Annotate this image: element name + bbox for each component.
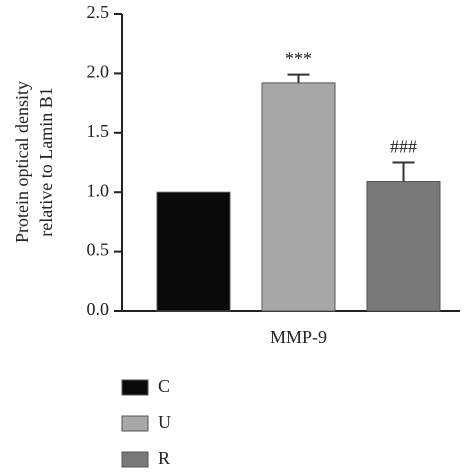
legend-swatch [121, 451, 149, 468]
y-tick-label: 0.5 [87, 240, 110, 260]
bar [156, 191, 231, 312]
y-tick-label: 1.5 [87, 121, 110, 141]
bar [366, 181, 441, 312]
y-tick-label: 0.0 [87, 299, 110, 319]
annotation: ### [390, 137, 417, 157]
bar [261, 82, 336, 312]
annotation: *** [285, 49, 312, 69]
y-tick-label: 1.0 [87, 180, 110, 200]
y-axis-label: Protein optical density [12, 81, 32, 243]
y-tick-label: 2.0 [87, 62, 110, 82]
legend-swatch [121, 379, 149, 396]
y-tick-label: 2.5 [87, 2, 110, 22]
legend-label: U [158, 412, 171, 432]
legend-label: R [158, 448, 170, 468]
y-axis-label: relative to Lamin B1 [36, 87, 56, 236]
x-tick-label: MMP-9 [270, 327, 327, 347]
legend-swatch [121, 415, 149, 432]
legend-label: C [158, 376, 170, 396]
